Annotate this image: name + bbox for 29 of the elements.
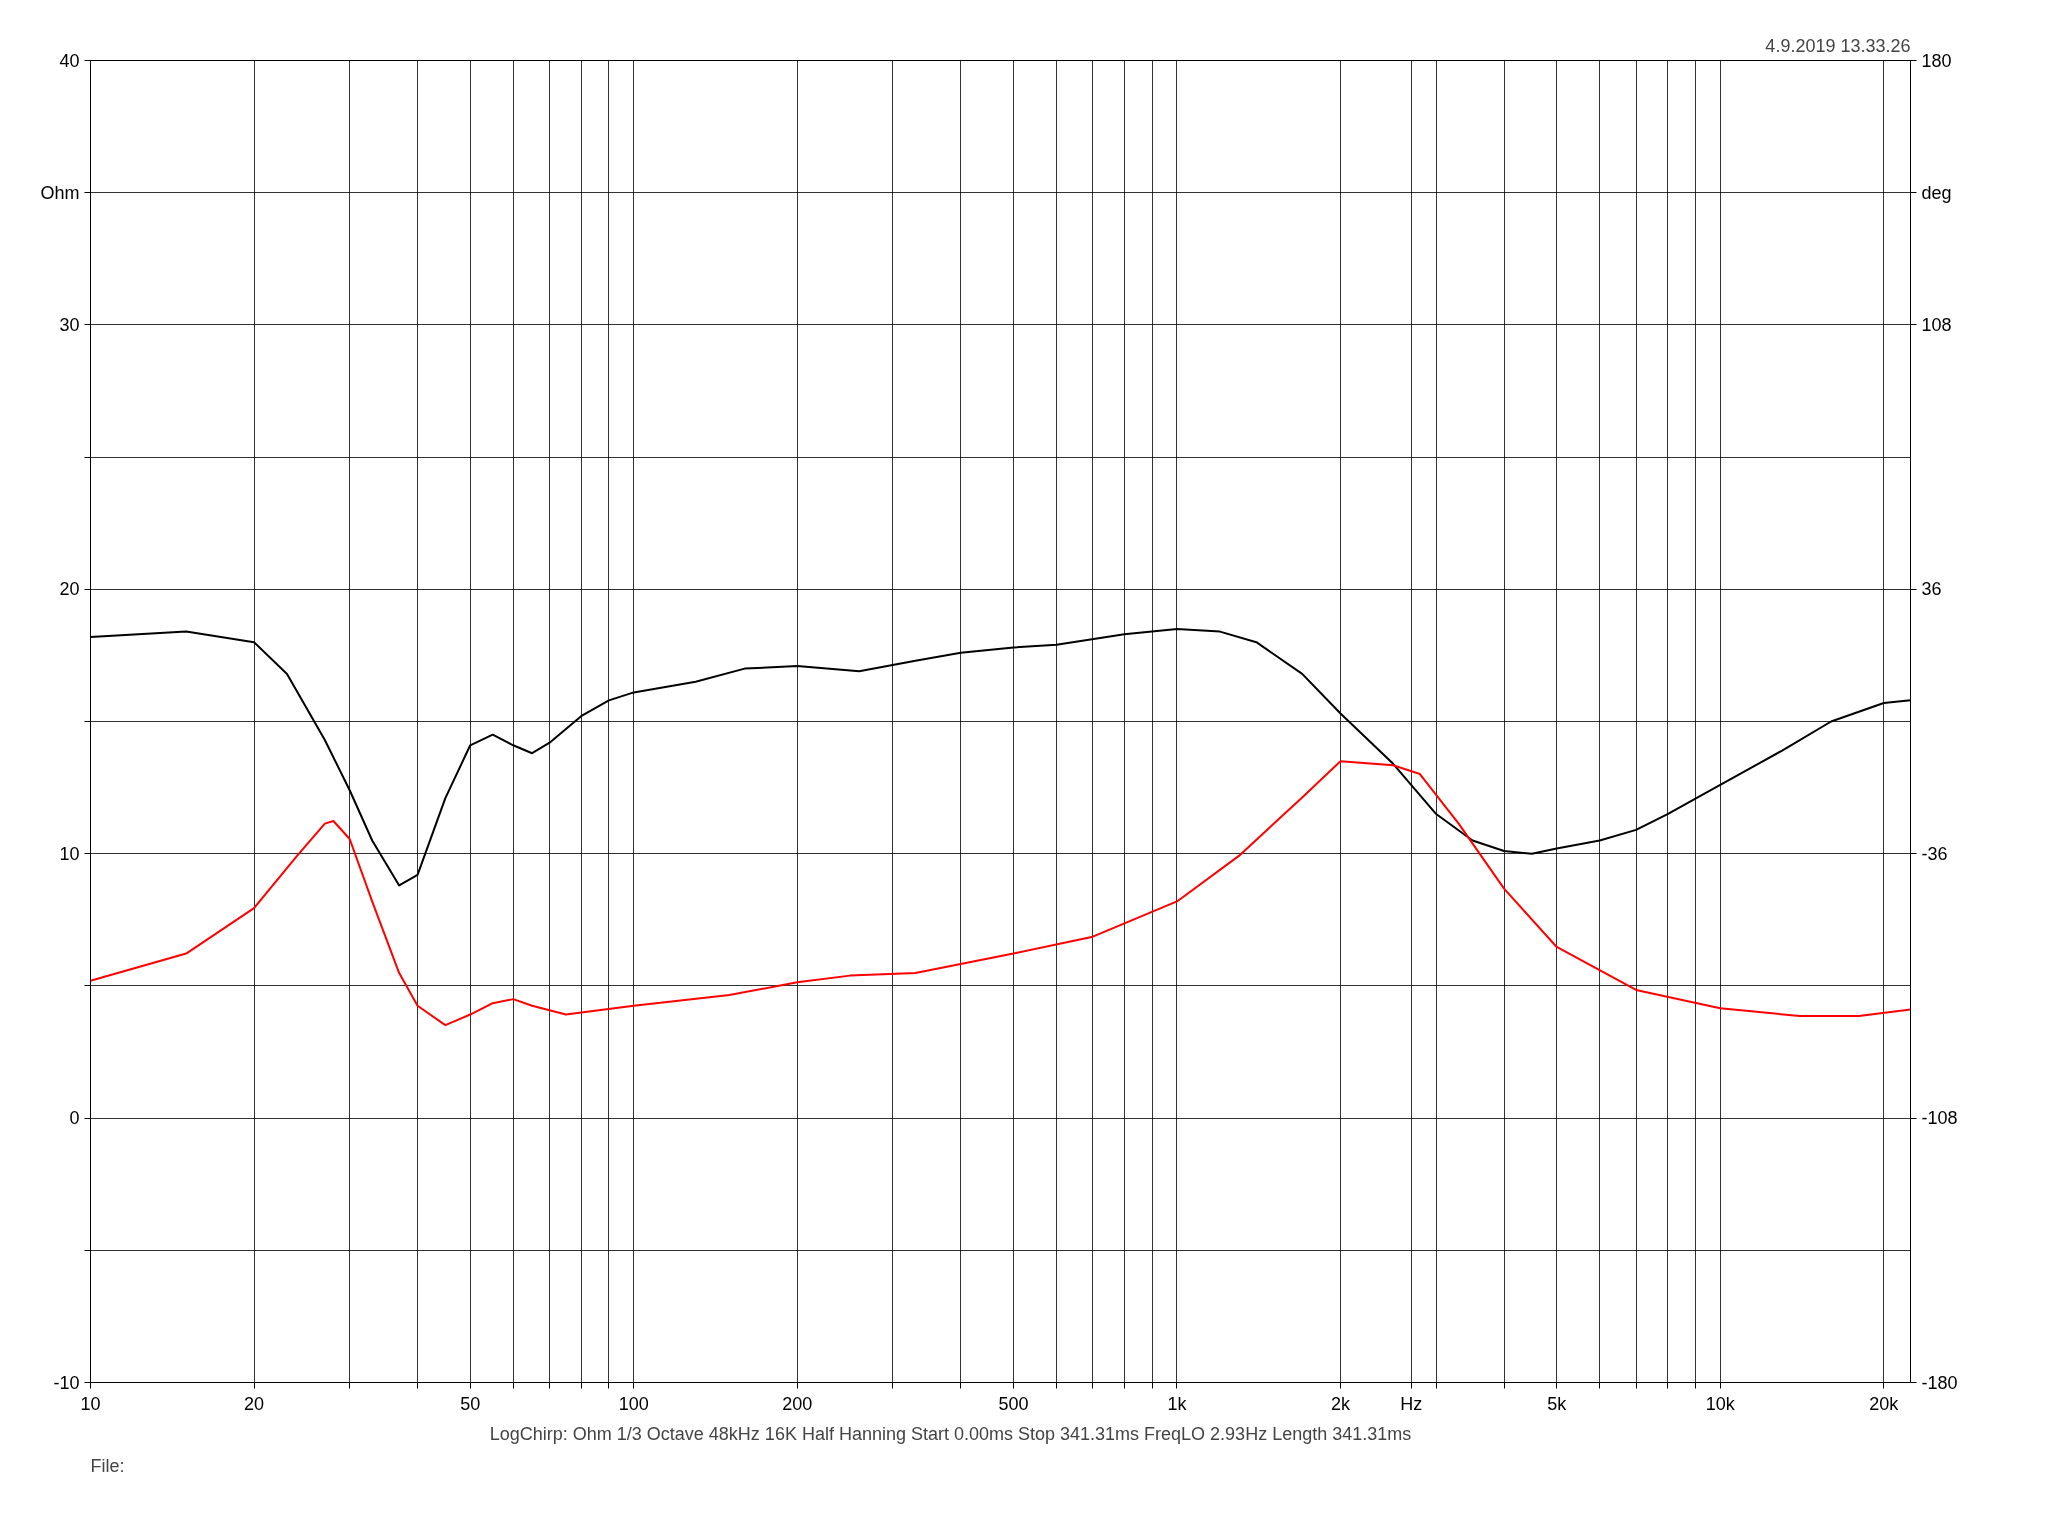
- y-tick-label: 10: [59, 843, 80, 864]
- x-tick-label: 10k: [1705, 1393, 1736, 1414]
- y-tick-label: 40: [59, 50, 80, 71]
- x-tick-label: Hz: [1400, 1393, 1423, 1414]
- text: LogChirp: Ohm 1/3 Octave 48kHz 16K Half Hanning Start 0.00ms Stop 341.31ms FreqLO 2.93Hz Length 341.31ms: [489, 1423, 1412, 1444]
- x-tick-label: 50: [460, 1393, 481, 1414]
- x-tick-label: 20k: [1869, 1393, 1900, 1414]
- y2-tick-label: 36: [1921, 579, 1942, 600]
- y2-tick-label: -180: [1921, 1372, 1958, 1393]
- x-tick-label: 5k: [1547, 1393, 1568, 1414]
- text: File:: [90, 1455, 125, 1476]
- x-tick-label: 1k: [1167, 1393, 1188, 1414]
- y2-tick-label: -36: [1921, 843, 1948, 864]
- y-tick-label: 30: [59, 314, 80, 335]
- x-tick-label: 20: [244, 1393, 265, 1414]
- y-tick-label: -10: [53, 1372, 80, 1393]
- x-tick-label: 2k: [1331, 1393, 1352, 1414]
- y2-tick-label: deg: [1921, 182, 1952, 203]
- x-tick-label: 500: [998, 1393, 1029, 1414]
- y-tick-label: Ohm: [40, 182, 80, 203]
- y-tick-label: 0: [69, 1108, 80, 1129]
- y-tick-label: 20: [59, 579, 80, 600]
- y2-tick-label: 108: [1921, 314, 1952, 335]
- x-tick-label: 10: [80, 1393, 101, 1414]
- x-tick-label: 200: [782, 1393, 813, 1414]
- text: 4.9.2019 13.33.26: [1765, 35, 1911, 56]
- y2-tick-label: -108: [1921, 1108, 1958, 1129]
- x-tick-label: 100: [618, 1393, 649, 1414]
- y2-tick-label: 180: [1921, 50, 1952, 71]
